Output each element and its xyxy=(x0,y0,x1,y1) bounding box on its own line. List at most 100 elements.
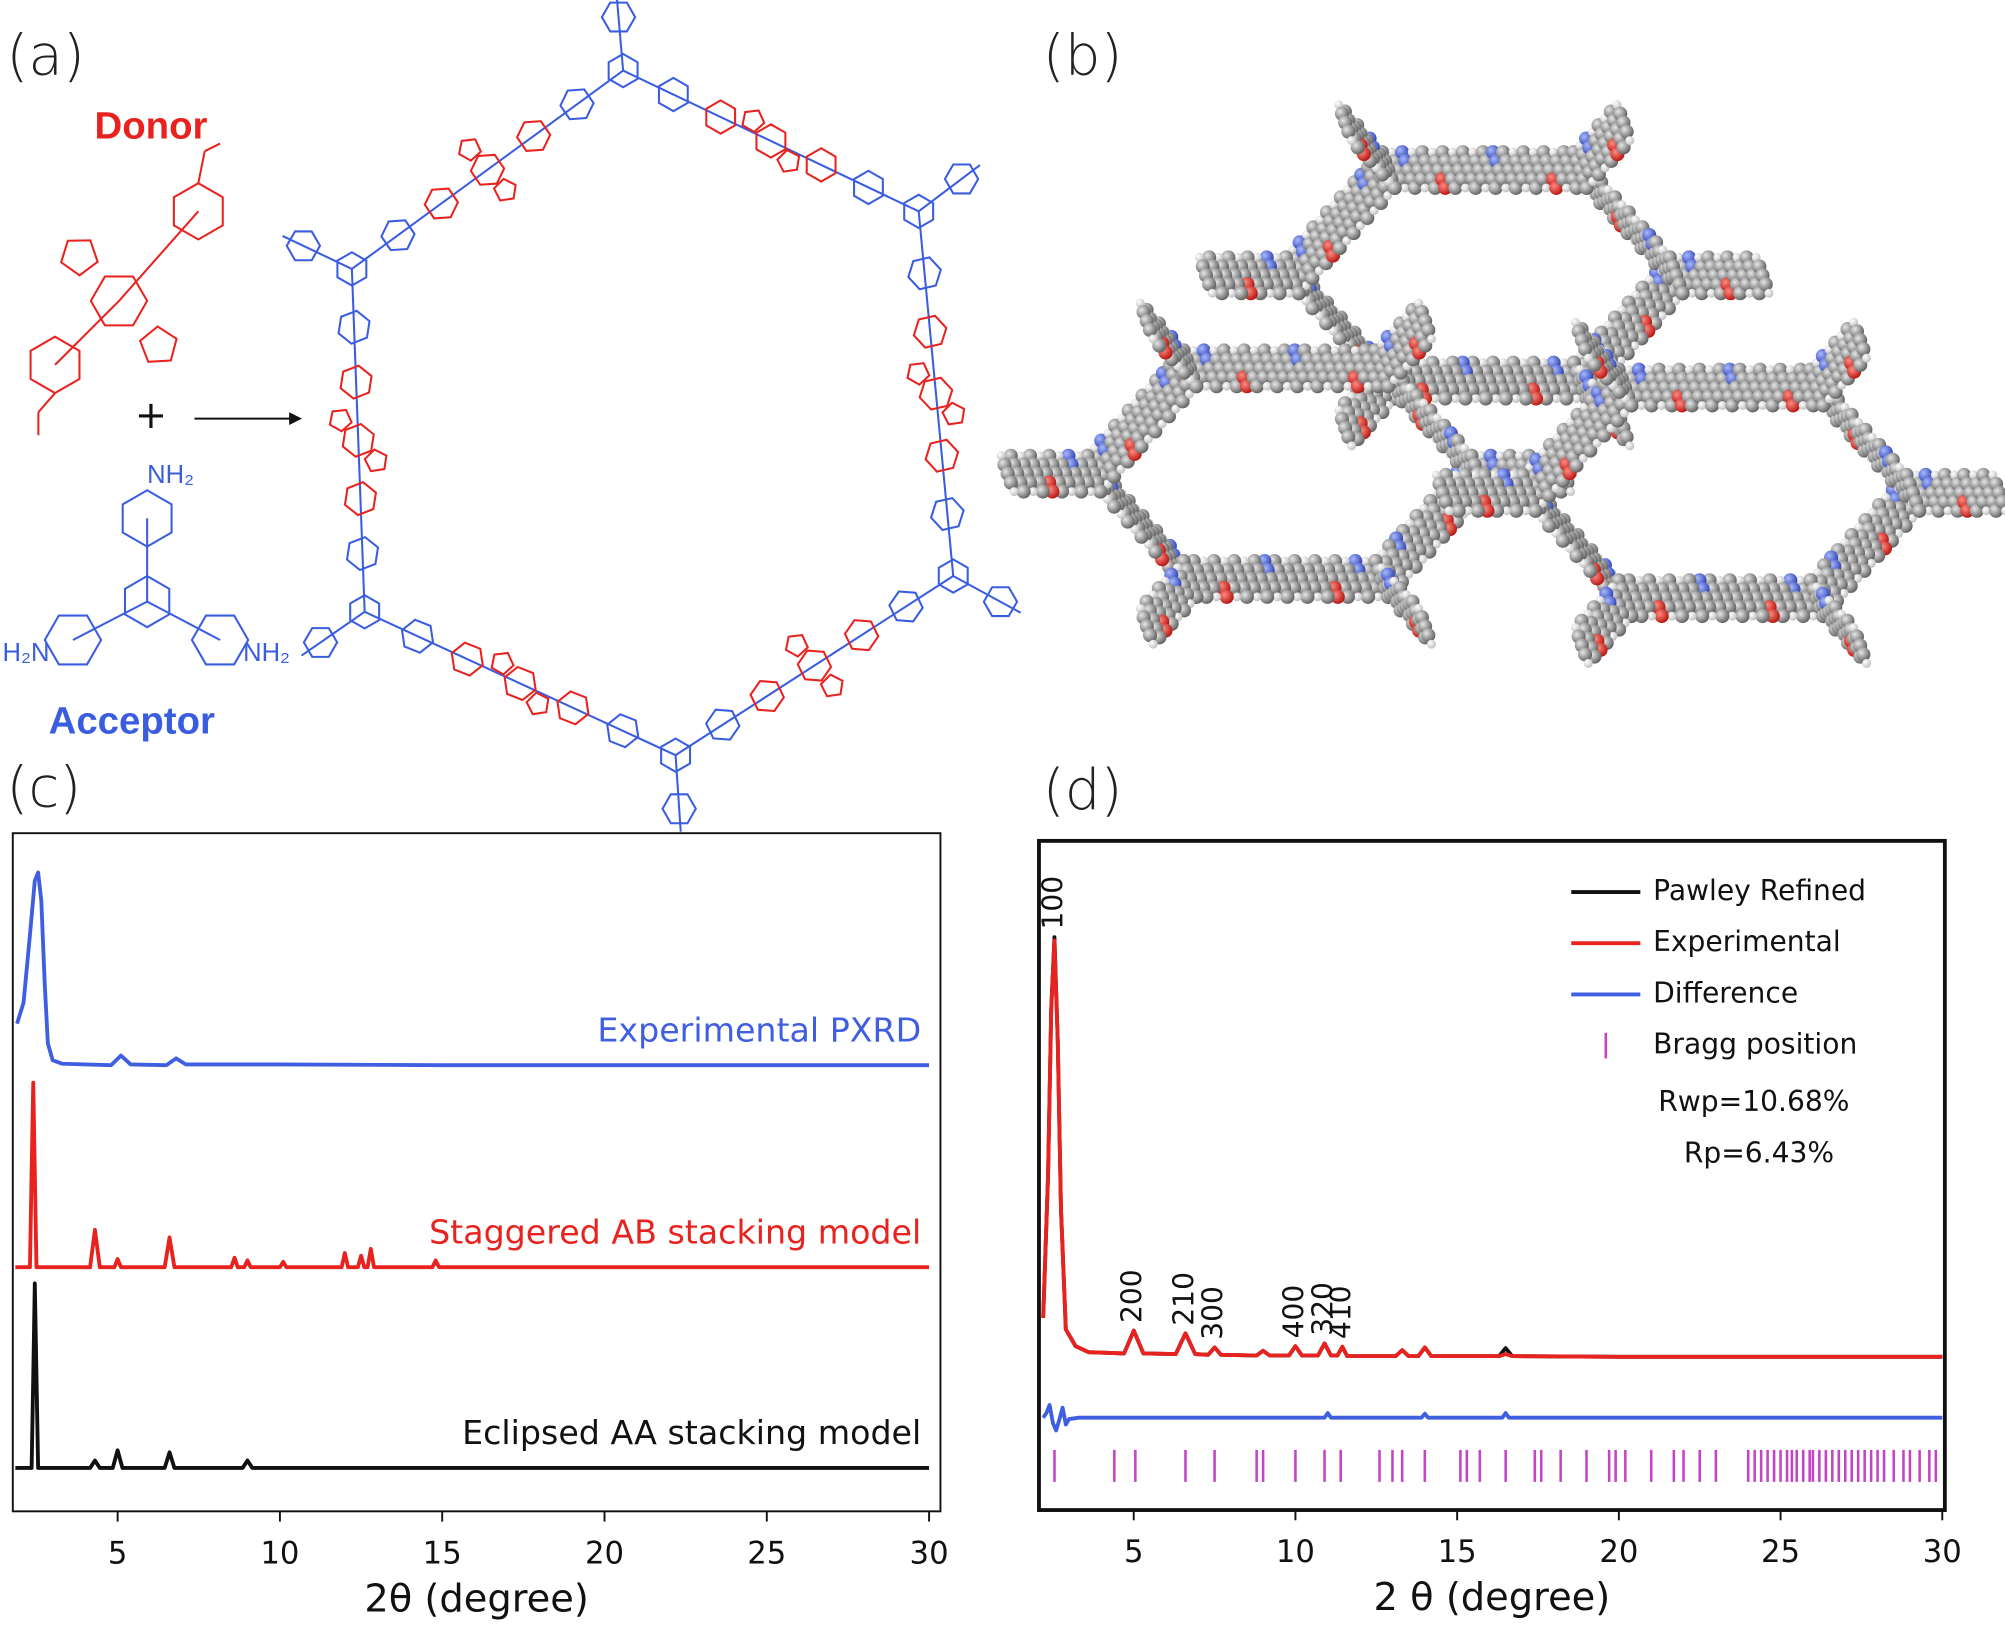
atom xyxy=(1715,609,1730,624)
atom xyxy=(1280,589,1295,604)
ring xyxy=(59,239,99,277)
atom xyxy=(1212,592,1222,602)
ring xyxy=(776,148,801,173)
ring xyxy=(450,641,484,677)
ring xyxy=(556,690,590,726)
atom xyxy=(1542,488,1557,503)
atom xyxy=(1142,628,1158,643)
bond xyxy=(146,600,221,641)
atom xyxy=(1856,342,1871,357)
atom xyxy=(1341,124,1356,139)
atom xyxy=(1074,484,1089,499)
atom xyxy=(1305,271,1320,286)
atom xyxy=(1450,394,1460,404)
atom xyxy=(1148,544,1163,559)
ring xyxy=(929,496,965,532)
atom xyxy=(1330,589,1345,604)
atom xyxy=(1201,381,1211,391)
ring xyxy=(302,627,339,658)
atom xyxy=(1343,381,1353,391)
atom xyxy=(1578,453,1588,463)
ring xyxy=(982,586,1019,618)
atom xyxy=(1265,288,1275,298)
ring xyxy=(525,691,550,716)
atom xyxy=(1539,391,1554,406)
atom xyxy=(1157,419,1167,429)
atom xyxy=(1521,183,1531,193)
ring xyxy=(400,618,435,654)
atom xyxy=(1028,487,1038,497)
atom xyxy=(1706,288,1716,298)
atom xyxy=(1383,191,1393,200)
atom xyxy=(1102,494,1112,504)
atom xyxy=(1569,458,1584,473)
atom xyxy=(1981,506,1991,516)
x-axis-label: 2 θ (degree) xyxy=(1374,1575,1611,1620)
ring xyxy=(941,401,966,426)
atom xyxy=(1219,589,1234,604)
ring xyxy=(924,438,960,473)
atom xyxy=(1320,589,1335,604)
atom xyxy=(1498,391,1513,406)
atom xyxy=(1606,423,1616,433)
plus-sign: + xyxy=(135,393,167,438)
atom xyxy=(1134,439,1149,454)
atom xyxy=(1227,288,1237,298)
atom xyxy=(1727,611,1737,621)
bond xyxy=(54,300,120,366)
atom xyxy=(1301,296,1311,306)
ring xyxy=(469,153,506,186)
series-label: Eclipsed AA stacking model xyxy=(462,1413,921,1452)
bond xyxy=(917,211,955,577)
peak-label: 320 xyxy=(1307,1282,1340,1336)
plot-frame xyxy=(1037,838,1947,1512)
atom xyxy=(1404,569,1414,579)
atom xyxy=(1687,611,1697,621)
atom xyxy=(1808,611,1818,621)
atom xyxy=(1341,429,1356,444)
peak-label: 210 xyxy=(1167,1272,1200,1326)
atom xyxy=(1555,533,1570,548)
peak-label: 300 xyxy=(1197,1286,1230,1340)
atom xyxy=(1619,124,1634,139)
atom xyxy=(1542,518,1557,533)
atom xyxy=(1687,288,1697,298)
atom xyxy=(1355,221,1365,231)
atom xyxy=(1323,381,1333,391)
atom xyxy=(1862,353,1872,363)
atom xyxy=(1458,391,1473,406)
atom xyxy=(1292,592,1302,602)
atom xyxy=(1566,487,1576,497)
atom xyxy=(1148,424,1163,439)
panel-label: (b) xyxy=(1043,24,1123,89)
fit-statistic: Rwp=10.68% xyxy=(1658,1085,1849,1118)
data-line xyxy=(1041,1403,1943,1433)
acceptor-label: Acceptor xyxy=(49,699,215,742)
atom xyxy=(1764,288,1774,298)
atom xyxy=(1199,589,1214,604)
x-tick-label: 15 xyxy=(423,1536,462,1571)
ring xyxy=(657,76,689,113)
ring xyxy=(918,376,954,411)
atom xyxy=(1272,592,1282,602)
atom xyxy=(1583,353,1593,363)
atom xyxy=(1016,484,1031,499)
atom xyxy=(1559,391,1574,406)
atom xyxy=(1332,331,1347,346)
ring xyxy=(784,634,809,658)
peak-label: 400 xyxy=(1277,1285,1310,1339)
atom xyxy=(1438,391,1453,406)
legend-label: Pawley Refined xyxy=(1653,874,1866,907)
fit-statistic: Rp=6.43% xyxy=(1684,1136,1834,1169)
peak-label: 100 xyxy=(1036,876,1069,930)
atom xyxy=(1755,609,1770,624)
ring xyxy=(285,230,322,262)
peak-label: 410 xyxy=(1324,1285,1357,1339)
atom xyxy=(1328,326,1338,336)
atom xyxy=(1067,487,1077,497)
atom xyxy=(1765,609,1780,624)
atom xyxy=(1862,658,1872,668)
ring xyxy=(607,52,639,89)
atom xyxy=(1610,413,1625,428)
atom xyxy=(1347,441,1357,451)
